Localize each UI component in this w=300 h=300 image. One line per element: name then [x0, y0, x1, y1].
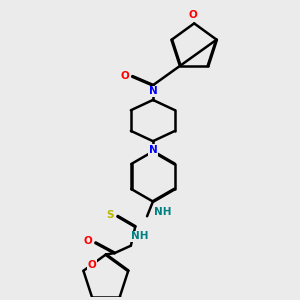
Text: O: O [84, 236, 92, 246]
Text: N: N [148, 86, 157, 96]
Text: O: O [121, 71, 129, 81]
Text: S: S [106, 210, 114, 220]
Text: N: N [148, 145, 157, 155]
Text: NH: NH [154, 207, 172, 217]
Text: O: O [188, 10, 197, 20]
Text: NH: NH [131, 231, 148, 241]
Text: O: O [88, 260, 97, 270]
